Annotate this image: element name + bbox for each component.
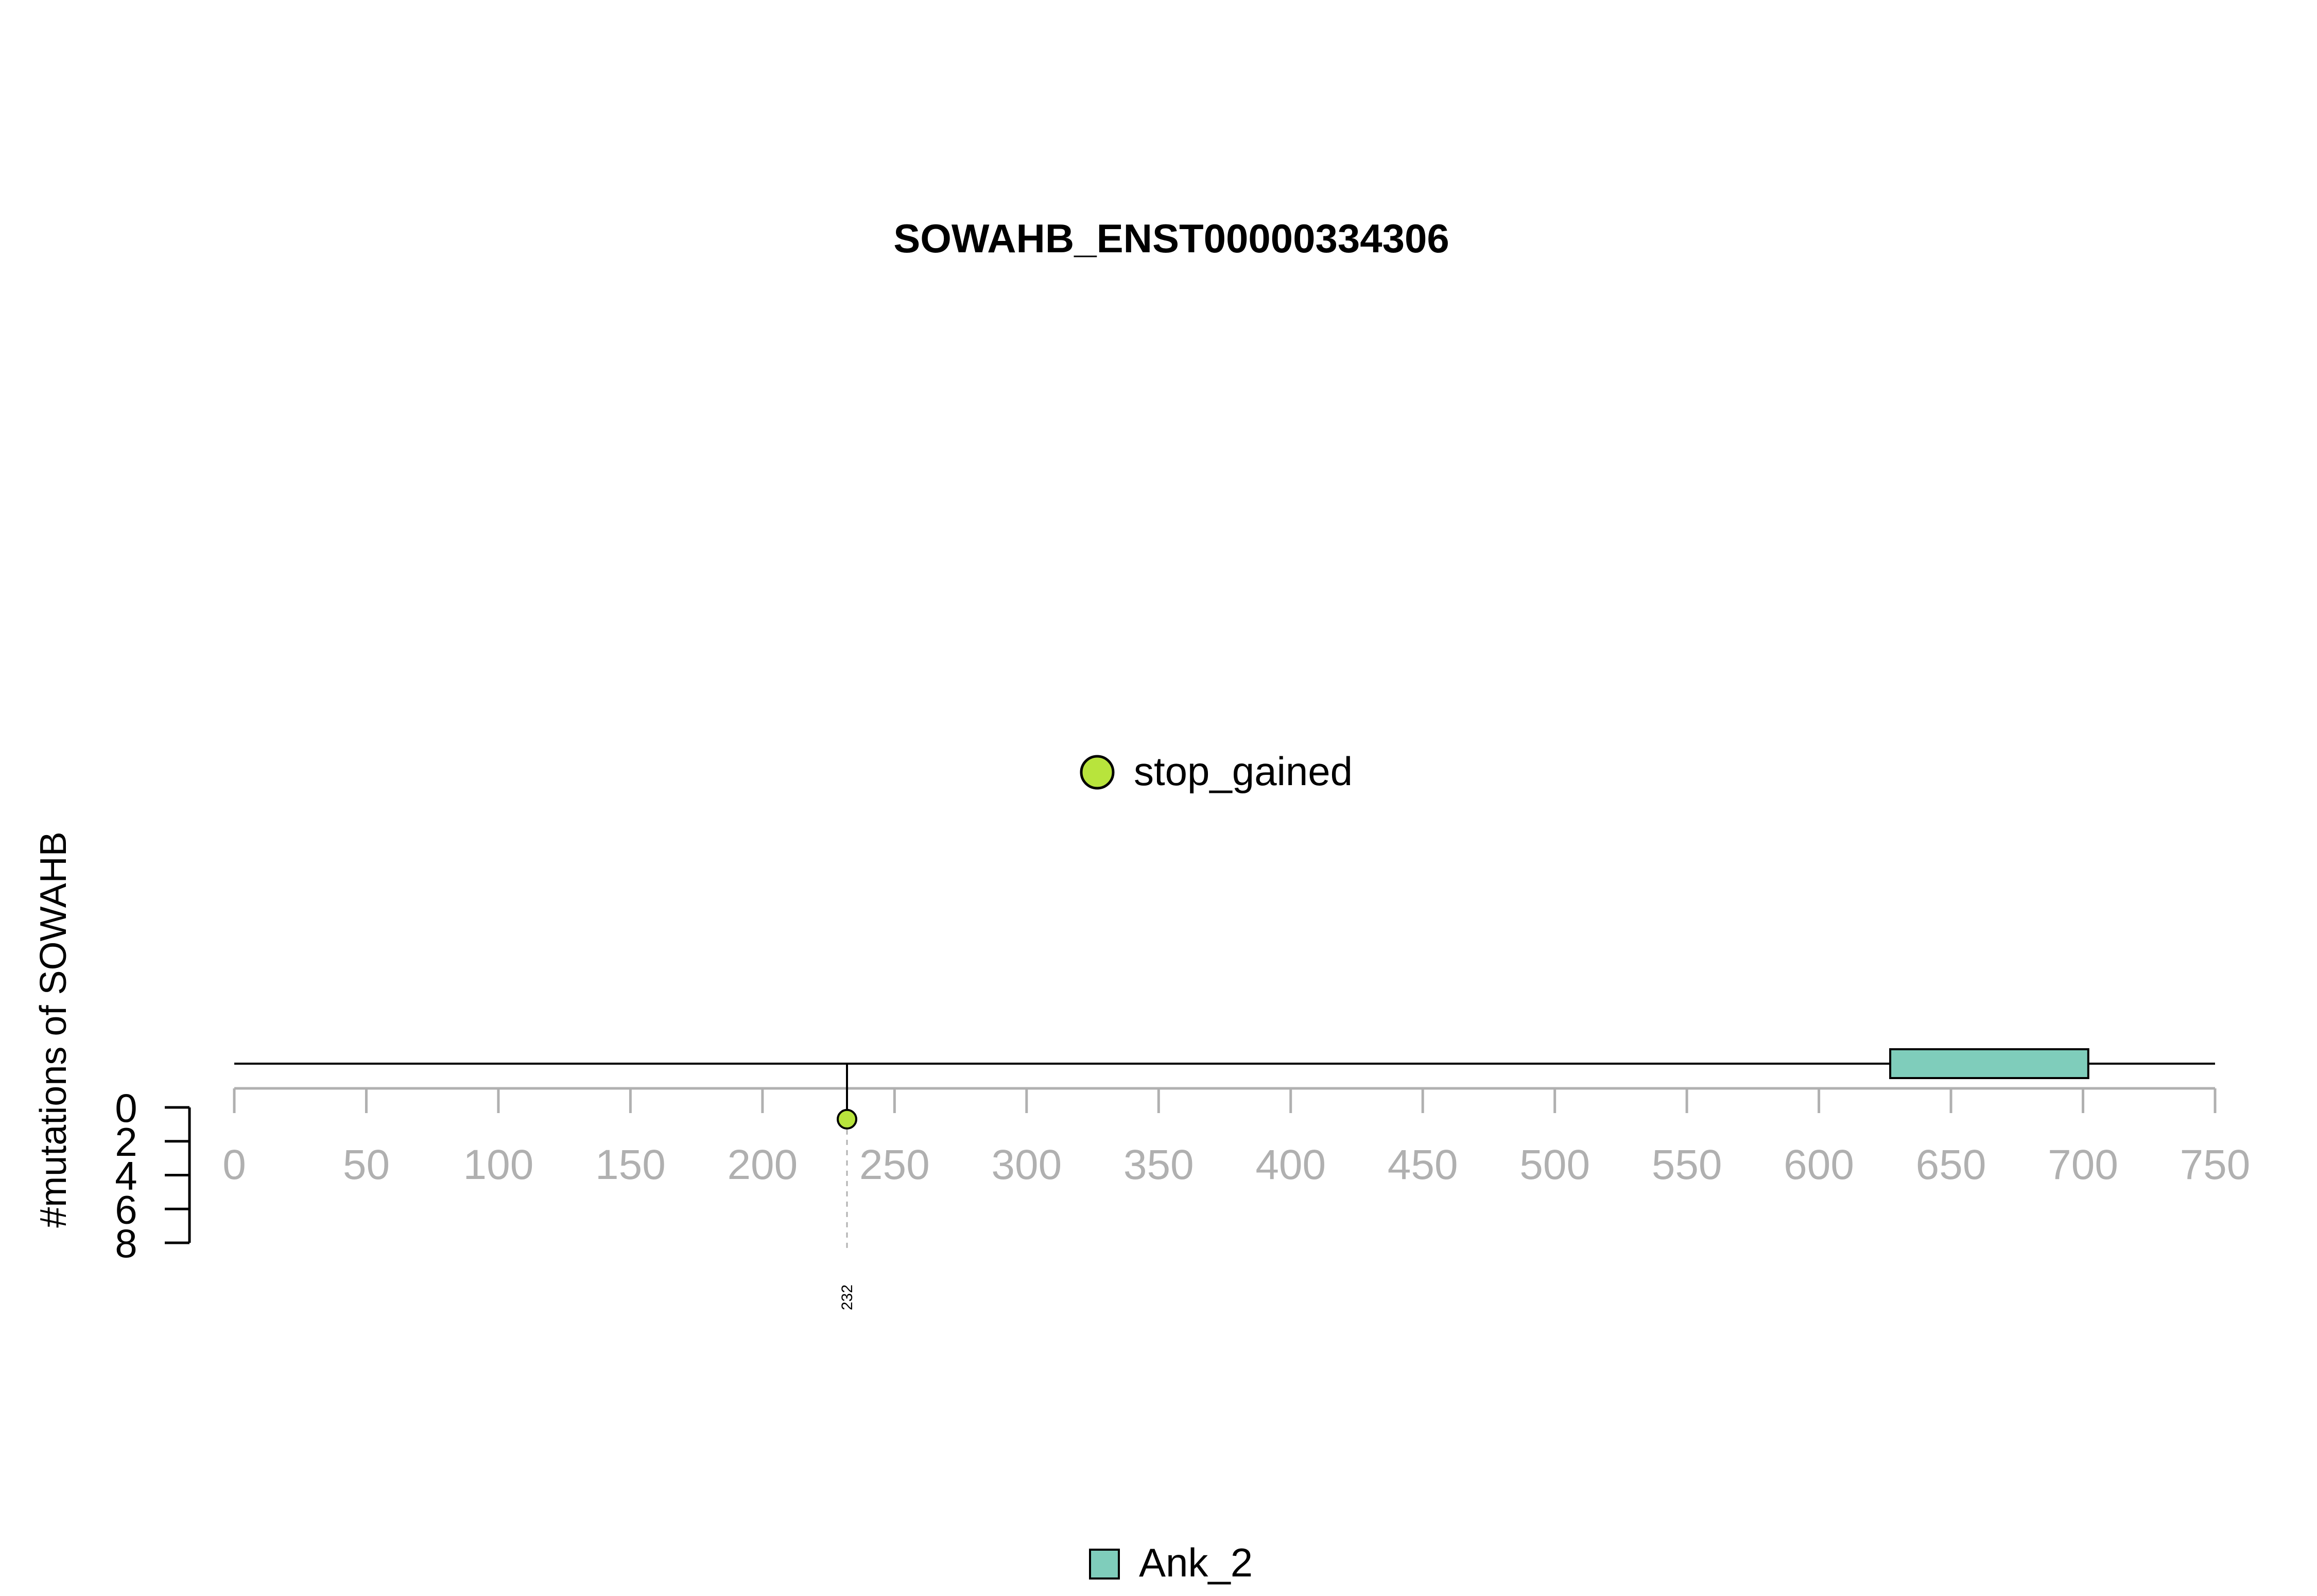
y-tick-label: 6 — [115, 1187, 137, 1232]
x-tick-label: 150 — [595, 1141, 666, 1188]
y-tick-label: 8 — [115, 1221, 137, 1266]
x-tick-label: 300 — [991, 1141, 1062, 1188]
x-tick-label: 450 — [1388, 1141, 1458, 1188]
domain-legend: Ank_2 — [1089, 1540, 1253, 1585]
x-tick-label: 50 — [343, 1141, 390, 1188]
x-tick-label: 550 — [1652, 1141, 1722, 1188]
legend-label-stop-gained: stop_gained — [1134, 749, 1353, 794]
y-tick-label: 2 — [115, 1119, 137, 1165]
legend-swatch-ank-2 — [1089, 1549, 1120, 1580]
mutation-marker — [837, 1108, 858, 1130]
y-tick-label: 4 — [115, 1153, 137, 1199]
domain-ank-2 — [1889, 1048, 2089, 1079]
x-tick-label: 200 — [727, 1141, 798, 1188]
x-tick-label: 650 — [1916, 1141, 1986, 1188]
x-tick-label: 750 — [2180, 1141, 2251, 1188]
x-tick-label: 600 — [1784, 1141, 1854, 1188]
legend-label-ank-2: Ank_2 — [1139, 1540, 1253, 1585]
y-axis-title: #mutations of SOWAHB — [33, 831, 74, 1228]
x-tick-label: 700 — [2048, 1141, 2118, 1188]
y-tick-label: 0 — [115, 1085, 137, 1131]
legend-marker-stop-gained — [1080, 755, 1115, 790]
x-tick-label: 400 — [1255, 1141, 1326, 1188]
x-tick-label: 350 — [1123, 1141, 1194, 1188]
mutation-position-label: 232 — [839, 1285, 856, 1310]
x-tick-label: 250 — [859, 1141, 930, 1188]
x-tick-label: 0 — [222, 1141, 246, 1188]
x-tick-label: 100 — [463, 1141, 534, 1188]
x-tick-label: 500 — [1519, 1141, 1590, 1188]
mutation-track: 232 — [837, 1064, 858, 1310]
mutation-type-legend: stop_gained — [1080, 749, 1353, 794]
x-axis: 0 50 100 150 200 250 300 350 400 450 500 550 600 650 7… — [222, 1087, 2251, 1188]
chart-title: SOWAHB_ENST00000334306 — [893, 216, 1449, 261]
domain-track — [1889, 1048, 2089, 1079]
